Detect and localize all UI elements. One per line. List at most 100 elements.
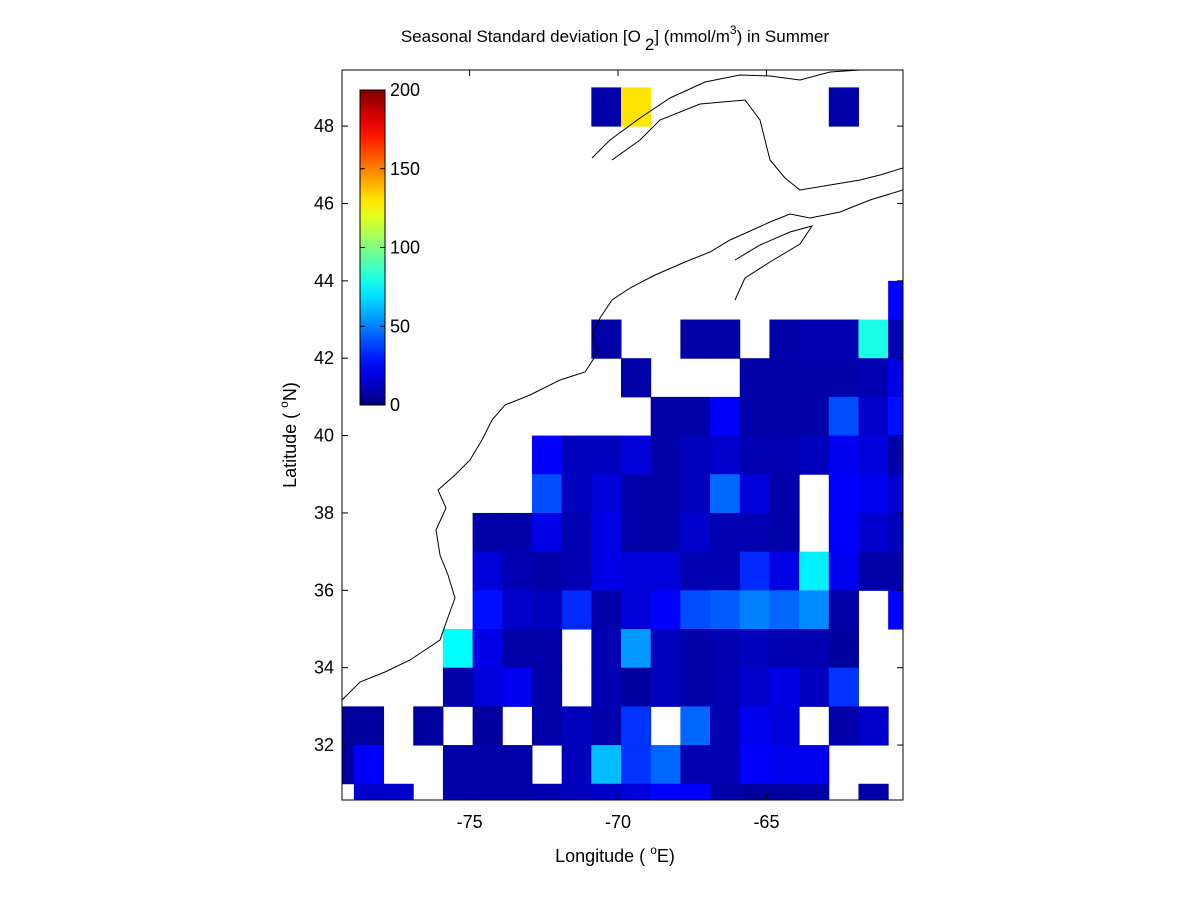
cell [591, 783, 622, 800]
cell [769, 319, 800, 359]
cell [591, 319, 622, 359]
cell [710, 590, 741, 630]
colorbar-tick-label: 50 [390, 316, 410, 336]
cell [799, 358, 830, 398]
cell [888, 474, 903, 514]
cell [769, 474, 800, 514]
cell [621, 358, 652, 398]
y-tick-label: 44 [314, 271, 334, 291]
cell [739, 435, 770, 475]
cell [680, 629, 711, 669]
colorbar-tick-label: 0 [390, 395, 400, 415]
cell [828, 706, 859, 746]
cell [858, 319, 889, 359]
x-axis-label: Longitude (oE) [555, 843, 675, 866]
cell [442, 783, 474, 800]
cell [680, 783, 711, 800]
cell [591, 551, 622, 591]
cell [888, 396, 903, 437]
cell [561, 551, 592, 591]
y-tick-label: 38 [314, 503, 334, 523]
cell [710, 551, 741, 591]
cell [710, 435, 741, 475]
cell [650, 783, 681, 800]
cell [739, 551, 770, 591]
heatmap [342, 87, 903, 800]
cell [888, 512, 903, 553]
cell [799, 319, 830, 359]
cell [531, 783, 563, 800]
colorbar-tick-label: 200 [390, 80, 420, 100]
cell [561, 435, 592, 475]
cell [591, 474, 622, 514]
cell [621, 745, 652, 785]
cell [888, 590, 903, 630]
cell [888, 319, 903, 359]
cell [828, 435, 859, 475]
cell [828, 87, 859, 127]
plot-frame [341, 69, 904, 801]
cell [650, 396, 681, 437]
cell [472, 783, 503, 800]
cell [383, 783, 414, 800]
cell [650, 667, 681, 707]
cell [472, 551, 503, 591]
cell [502, 512, 533, 553]
cell [828, 474, 859, 514]
cell [502, 745, 533, 785]
cell [502, 629, 533, 669]
cell [828, 358, 859, 398]
cell [888, 435, 903, 475]
cell [828, 629, 859, 669]
cell [561, 590, 592, 630]
cell [531, 435, 563, 475]
cell [769, 629, 800, 669]
cell [769, 706, 800, 746]
y-axis-label: Latitude (oN) [277, 382, 300, 488]
cell [353, 783, 385, 800]
cell [888, 551, 903, 591]
cell [828, 667, 859, 707]
cell [680, 706, 711, 746]
cell [531, 629, 563, 669]
coastline [342, 70, 903, 701]
cell [769, 551, 800, 591]
cell [591, 629, 622, 669]
cell [621, 87, 652, 127]
cell [858, 706, 889, 746]
y-tick-label: 34 [314, 658, 334, 678]
cell [621, 512, 652, 553]
cell [591, 512, 622, 553]
cell [769, 590, 800, 630]
cell [799, 783, 830, 800]
cell [531, 667, 563, 707]
cell [502, 667, 533, 707]
cell [769, 396, 800, 437]
colorbar-tick-label: 100 [390, 238, 420, 258]
y-tick-label: 48 [314, 116, 334, 136]
cell [710, 706, 741, 746]
cell [561, 745, 592, 785]
cell [828, 396, 859, 437]
cell [442, 667, 474, 707]
cell [739, 745, 770, 785]
cell [710, 629, 741, 669]
cell [680, 319, 711, 359]
cell [472, 512, 503, 553]
cell [680, 512, 711, 553]
cell [680, 551, 711, 591]
cell [472, 706, 503, 746]
cell [650, 512, 681, 553]
cell [621, 706, 652, 746]
y-tick-label: 42 [314, 348, 334, 368]
cell [472, 590, 503, 630]
cell [650, 745, 681, 785]
cell [650, 629, 681, 669]
cell [858, 358, 889, 398]
cell [353, 745, 385, 785]
cell [799, 745, 830, 785]
cell [858, 783, 889, 800]
cell [680, 435, 711, 475]
cell [591, 706, 622, 746]
